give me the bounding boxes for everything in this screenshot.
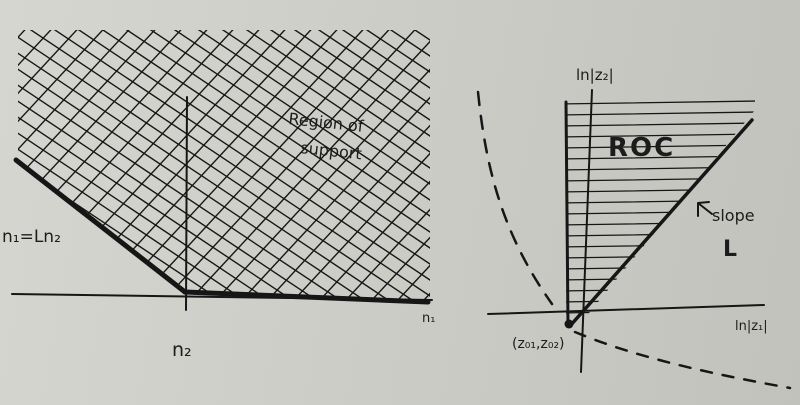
hatch-line xyxy=(18,30,293,300)
hatch-line xyxy=(566,276,755,281)
hatch-line xyxy=(293,30,430,300)
hatch-line xyxy=(0,20,8,300)
hatch-line xyxy=(18,30,341,300)
dashed-curve-lower xyxy=(573,330,792,390)
hatch-line xyxy=(303,30,430,300)
hatch-line xyxy=(18,30,191,300)
hatch-line xyxy=(566,166,755,171)
hatch-line xyxy=(255,30,430,300)
hatch-line xyxy=(18,30,317,300)
y-axis-label: ln|z₂| xyxy=(576,66,614,84)
n2-axis xyxy=(185,96,188,311)
hatch-line xyxy=(18,30,53,300)
hatch-line xyxy=(18,30,113,300)
hatch-line xyxy=(566,199,755,204)
roc-label: ROC xyxy=(608,133,675,163)
hatch-line xyxy=(63,30,430,300)
hatch-line xyxy=(279,30,430,300)
slope-arrow xyxy=(697,201,713,217)
hatch-line xyxy=(566,133,755,138)
hatch-line xyxy=(18,30,87,300)
boundary-label: n₁=Ln₂ xyxy=(2,227,61,247)
hatch-line xyxy=(351,30,430,300)
slope-line xyxy=(568,118,754,328)
hatch-line xyxy=(345,30,430,300)
hatch-line xyxy=(566,100,755,105)
hatch-line xyxy=(319,30,430,300)
hatch-line xyxy=(476,20,736,300)
hatch-line xyxy=(87,30,430,300)
hatch-line xyxy=(215,30,430,300)
hatch-line xyxy=(18,30,245,300)
x-axis-label: ln|z₁| xyxy=(735,319,768,334)
z2-axis xyxy=(580,89,593,373)
hatch-line xyxy=(163,30,425,300)
hatch-line xyxy=(18,30,413,300)
hatch-line xyxy=(566,122,755,127)
hatch-line xyxy=(371,30,430,300)
hatch-line xyxy=(18,30,165,300)
hatch-line xyxy=(18,30,430,300)
hatch-line xyxy=(566,177,755,182)
hatch-line xyxy=(18,30,269,300)
hatch-line xyxy=(39,30,430,300)
boundary-line xyxy=(13,157,188,295)
hatch-line xyxy=(18,30,389,300)
n2-tick-label: n₂ xyxy=(172,339,192,361)
region-label-line1: Region of xyxy=(288,109,365,136)
point-label: (z₀₁,z₀₂) xyxy=(512,336,565,352)
hatch-line xyxy=(566,188,755,193)
z1-axis xyxy=(487,304,765,315)
hatch-line xyxy=(111,30,430,300)
boundary-baseline xyxy=(182,289,431,305)
hatch-lines-a xyxy=(18,30,430,300)
hatch-line xyxy=(241,30,430,300)
hatch-lines-b xyxy=(0,20,736,300)
hatch-line xyxy=(566,232,755,237)
slope-label-line2: L xyxy=(723,237,737,262)
hatch-line xyxy=(18,30,77,300)
hatch-line xyxy=(111,30,373,300)
hatch-line xyxy=(18,30,365,300)
hatch-line xyxy=(18,30,217,300)
hatch-line xyxy=(137,30,399,300)
hatch-line xyxy=(18,30,221,300)
hatch-line xyxy=(183,30,430,300)
hatch-line xyxy=(207,30,430,300)
hatch-line xyxy=(18,30,139,300)
hatch-line xyxy=(327,30,430,300)
hatch-line xyxy=(566,287,755,292)
point-marker xyxy=(564,319,574,329)
n1-axis-label: n₁ xyxy=(422,311,435,326)
hatch-line xyxy=(189,30,430,300)
hatch-line xyxy=(267,30,430,300)
left-hatch-region xyxy=(0,20,736,300)
hatch-line xyxy=(566,265,755,270)
region-label-line2: support xyxy=(300,138,363,163)
roc-left-boundary xyxy=(564,100,570,328)
hatch-line xyxy=(159,30,430,300)
hatch-line xyxy=(18,30,197,300)
slope-label-line1: slope xyxy=(712,206,755,225)
hatch-line xyxy=(566,111,755,116)
dashed-curve-upper xyxy=(476,90,554,306)
